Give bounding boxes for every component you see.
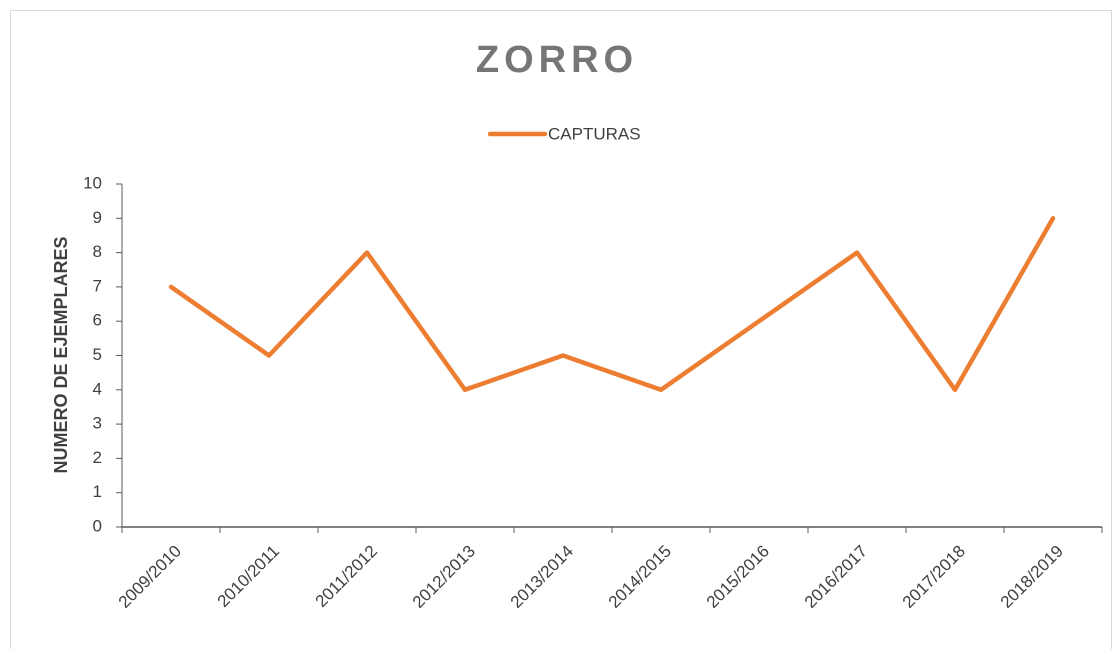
y-tick-label: 0	[93, 516, 102, 535]
y-tick-label: 5	[93, 345, 102, 364]
y-tick-label: 10	[83, 173, 102, 192]
y-tick-label: 2	[93, 448, 102, 467]
y-tick-label: 1	[93, 482, 102, 501]
chart-border	[10, 10, 1112, 654]
series-line	[168, 216, 1056, 393]
y-axis-label: NUMERO DE EJEMPLARES	[51, 236, 71, 473]
y-tick-label: 3	[93, 414, 102, 433]
legend-label: CAPTURAS	[548, 124, 641, 143]
y-tick-label: 9	[93, 208, 102, 227]
y-tick-label: 8	[93, 242, 102, 261]
chart-title: ZORRO	[476, 39, 638, 81]
y-tick-label: 7	[93, 276, 102, 295]
y-tick-label: 6	[93, 311, 102, 330]
y-tick-label: 4	[93, 379, 102, 398]
